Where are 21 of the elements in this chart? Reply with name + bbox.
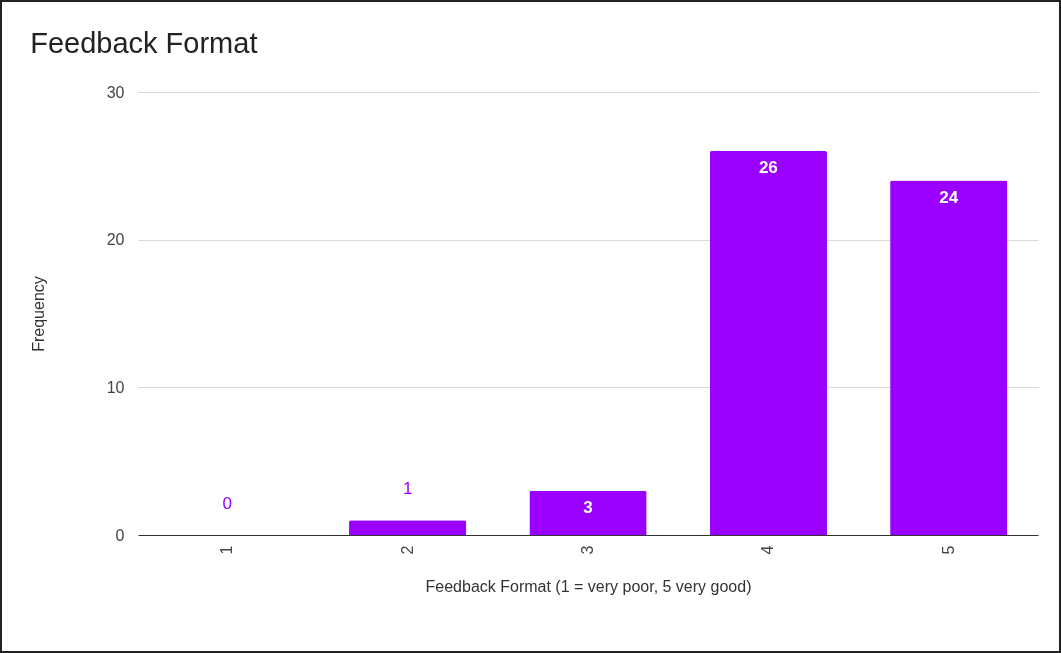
data-label: 26 [758, 158, 778, 178]
data-label: 1 [402, 479, 413, 499]
chart-title: Feedback Format [30, 27, 258, 59]
y-tick-label: 10 [106, 378, 125, 396]
y-axis-title: Frequency [29, 276, 47, 352]
bar [349, 520, 467, 535]
x-tick-label: 1 [218, 545, 236, 555]
y-tick-label: 0 [115, 526, 125, 544]
x-tick-label: 4 [759, 545, 777, 555]
data-label: 24 [939, 187, 959, 207]
x-tick-label: 2 [398, 545, 416, 555]
x-axis-title: Feedback Format (1 = very poor, 5 very good) [425, 578, 752, 596]
y-tick-label: 20 [106, 231, 125, 249]
bar [529, 490, 647, 535]
data-label: 3 [583, 497, 593, 517]
bar [890, 180, 1008, 535]
x-tick-label: 5 [939, 545, 957, 555]
data-label: 0 [222, 494, 233, 513]
y-tick-label: 30 [106, 83, 125, 101]
x-tick-label: 3 [579, 545, 596, 555]
bar [709, 151, 827, 535]
